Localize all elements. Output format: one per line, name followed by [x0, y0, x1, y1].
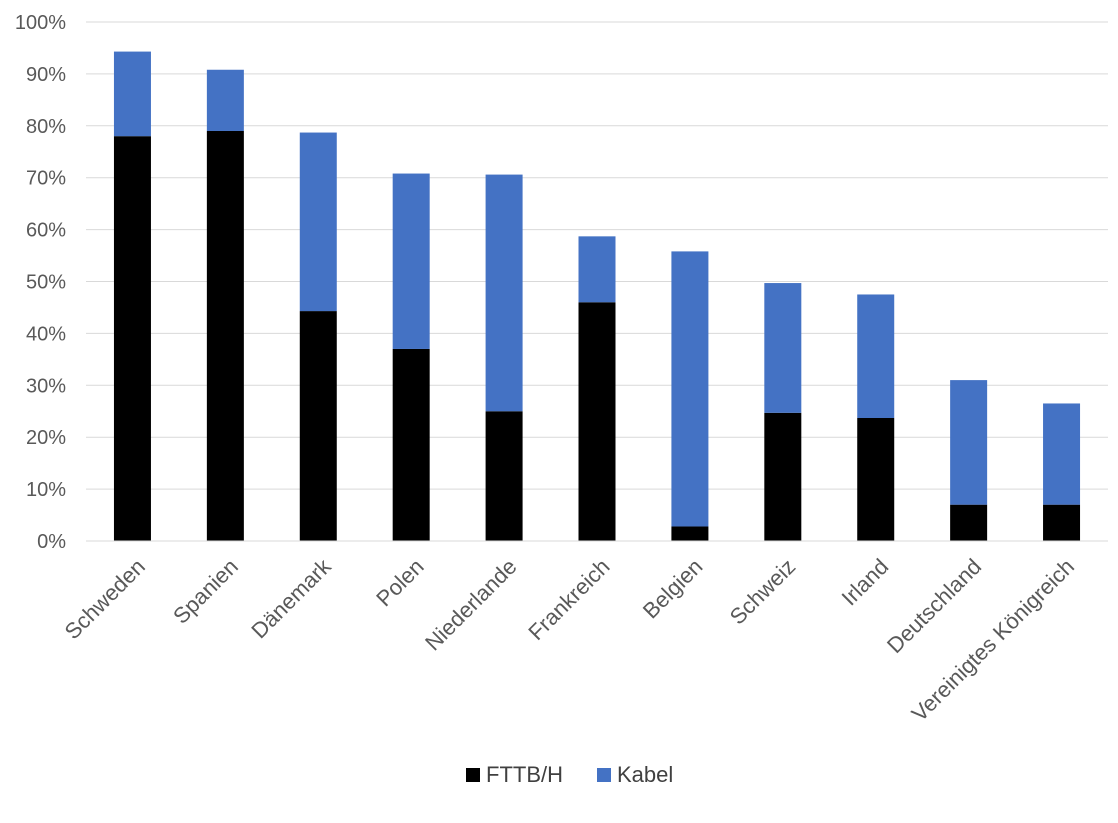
- bar-fttbh: [206, 130, 244, 542]
- y-tick-label: 50%: [26, 272, 66, 294]
- bar-fttbh: [671, 526, 709, 541]
- bar-fttbh: [578, 302, 616, 541]
- bar-kabel: [857, 294, 895, 418]
- bar-fttbh: [299, 311, 337, 541]
- legend-label: FTTB/H: [486, 762, 563, 787]
- bar-fttbh: [950, 504, 988, 541]
- x-tick-label: Frankreich: [523, 554, 614, 645]
- x-tick-label: Irland: [837, 554, 894, 611]
- x-tick-label: Spanien: [168, 554, 243, 629]
- x-tick-label: Dänemark: [246, 553, 336, 643]
- bar-kabel: [485, 174, 523, 412]
- bar-fttbh: [113, 136, 151, 541]
- x-tick-label: Schweiz: [725, 554, 801, 630]
- bar-kabel: [299, 132, 337, 312]
- x-tick-label: Deutschland: [882, 554, 986, 658]
- bar-kabel: [206, 69, 244, 131]
- x-tick-label: Belgien: [638, 554, 708, 624]
- bar-kabel: [764, 283, 802, 413]
- bar-fttbh: [1043, 504, 1081, 541]
- bar-kabel: [671, 251, 709, 527]
- bar-fttbh: [392, 348, 430, 541]
- y-tick-label: 0%: [37, 531, 66, 553]
- y-tick-label: 10%: [26, 479, 66, 501]
- bar-kabel: [950, 380, 988, 505]
- x-tick-label: Niederlande: [420, 554, 522, 656]
- x-tick-label: Vereinigtes Königreich: [907, 554, 1079, 726]
- y-tick-label: 20%: [26, 427, 66, 449]
- y-tick-label: 70%: [26, 168, 66, 190]
- bar-kabel: [113, 51, 151, 137]
- x-tick-label: Polen: [371, 554, 428, 611]
- bars: [113, 51, 1081, 542]
- y-tick-label: 30%: [26, 375, 66, 397]
- bar-fttbh: [857, 417, 895, 541]
- bar-fttbh: [764, 412, 802, 541]
- y-tick-label: 80%: [26, 116, 66, 138]
- bar-kabel: [578, 236, 616, 303]
- bar-kabel: [1043, 403, 1081, 505]
- legend-swatch: [597, 768, 611, 782]
- y-tick-label: 90%: [26, 64, 66, 86]
- legend-label: Kabel: [617, 762, 673, 787]
- bar-fttbh: [485, 411, 523, 541]
- y-tick-label: 40%: [26, 323, 66, 345]
- legend: FTTB/H Kabel: [466, 762, 673, 787]
- legend-swatch: [466, 768, 480, 782]
- x-tick-label: Schweden: [60, 554, 150, 644]
- y-tick-label: 100%: [15, 12, 66, 34]
- y-axis-ticks: 0% 10% 20% 30% 40% 50% 60% 70% 80% 90% 100%: [15, 12, 66, 553]
- y-tick-label: 60%: [26, 220, 66, 242]
- bar-kabel: [392, 173, 430, 349]
